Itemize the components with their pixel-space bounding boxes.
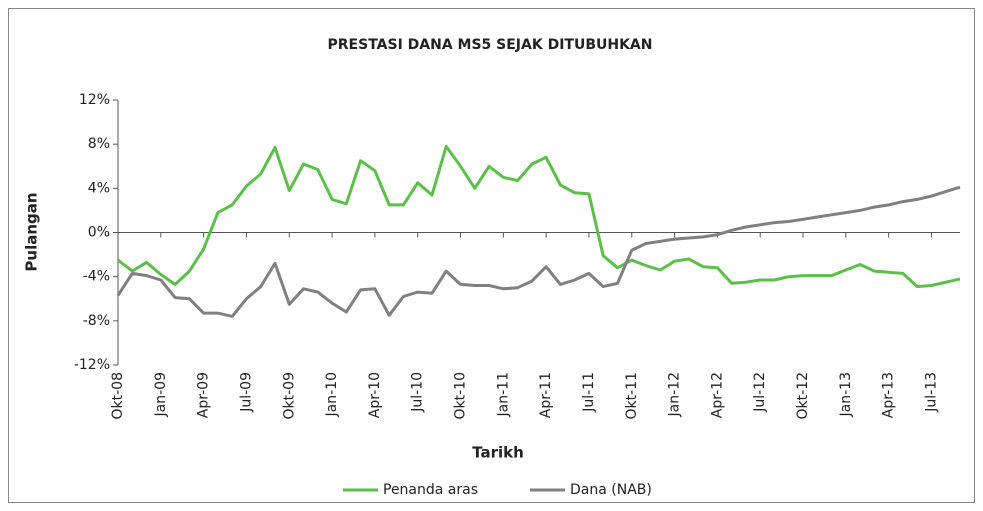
- x-tick-label: Apr-12: [709, 372, 725, 418]
- y-tick-label: 0%: [88, 225, 110, 241]
- x-tick-label: Jul-12: [752, 372, 768, 413]
- y-tick-label: 12%: [79, 92, 110, 108]
- chart-title: PRESTASI DANA MS5 SEJAK DITUBUHKAN: [328, 37, 653, 53]
- legend-label: Dana (NAB): [570, 482, 652, 498]
- y-tick-label: -4%: [83, 269, 110, 285]
- x-tick-label: Apr-11: [538, 372, 554, 418]
- x-tick-label: Okt-09: [281, 372, 297, 419]
- x-tick-label: Jan-12: [667, 372, 683, 417]
- x-tick-label: Jul-10: [410, 372, 426, 413]
- data-line: [117, 144, 961, 289]
- x-tick-label: Jul-13: [923, 372, 939, 413]
- y-tick-label: 8%: [88, 136, 110, 152]
- x-tick-label: Okt-11: [624, 372, 640, 419]
- x-tick-label: Jan-09: [153, 372, 169, 417]
- y-tick-label: -12%: [74, 357, 110, 373]
- x-tick-label: Jan-13: [838, 372, 854, 417]
- x-tick-label: Jul-11: [581, 372, 597, 413]
- x-tick-label: Apr-10: [367, 372, 383, 418]
- y-axis-label: Pulangan: [23, 192, 41, 271]
- x-tick-label: Jan-11: [495, 372, 511, 417]
- x-tick-label: Jul-09: [238, 372, 254, 413]
- y-tick-label: -8%: [83, 313, 110, 329]
- legend-label: Penanda aras: [383, 482, 478, 498]
- x-tick-label: Apr-09: [196, 372, 212, 418]
- x-axis-label: Tarikh: [472, 444, 524, 462]
- x-tick-label: Apr-13: [881, 372, 897, 418]
- y-tick-label: 4%: [88, 180, 110, 196]
- x-tick-label: Jan-10: [324, 372, 340, 417]
- x-tick-label: Okt-08: [110, 372, 126, 419]
- x-tick-label: Okt-10: [453, 372, 469, 419]
- data-line: [116, 185, 961, 318]
- chart-frame: [8, 8, 975, 503]
- x-tick-label: Okt-12: [795, 372, 811, 419]
